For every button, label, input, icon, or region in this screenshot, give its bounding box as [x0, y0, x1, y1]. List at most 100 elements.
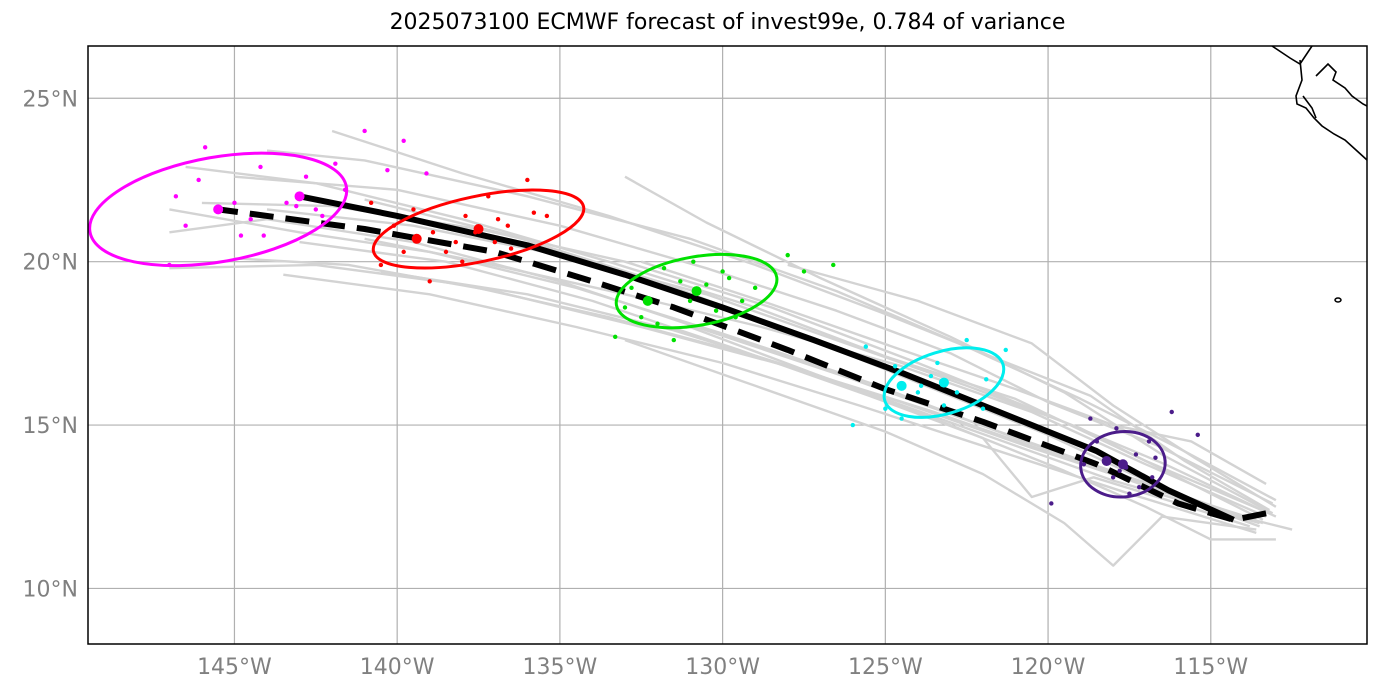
cluster-red	[368, 177, 586, 284]
x-tick-label: 115°W	[1173, 655, 1248, 680]
member-position	[196, 177, 201, 183]
member-position	[248, 216, 253, 222]
uncertainty-ellipse	[371, 188, 586, 270]
member-position	[1146, 439, 1152, 444]
member-position	[173, 194, 179, 199]
member-position	[622, 305, 628, 310]
x-tick-label: 120°W	[1011, 655, 1086, 680]
member-position	[655, 321, 660, 326]
cluster-groups	[88, 128, 1200, 506]
member-position	[492, 239, 498, 245]
member-position	[303, 174, 309, 179]
member-position	[941, 403, 947, 408]
control-track	[217, 206, 1267, 523]
member-position	[525, 177, 530, 183]
y-tick-label: 25°N	[23, 87, 78, 112]
uncertainty-ellipse	[1079, 430, 1167, 499]
member-position	[313, 207, 319, 212]
cluster-center	[213, 204, 224, 215]
member-position	[915, 390, 921, 395]
x-tick-label: 130°W	[685, 655, 760, 680]
member-position	[752, 285, 758, 291]
member-position	[892, 364, 898, 369]
cluster-magenta	[88, 128, 429, 268]
member-position	[232, 200, 237, 206]
member-position	[613, 334, 618, 340]
cluster-green	[613, 252, 836, 343]
member-position	[899, 416, 904, 421]
baja-coastline	[1271, 46, 1367, 161]
y-tick-label: 20°N	[23, 251, 78, 276]
cluster-mean	[642, 295, 653, 306]
member-position	[261, 233, 266, 238]
y-tick-label: 10°N	[23, 577, 78, 602]
member-position	[294, 203, 299, 209]
member-position	[463, 213, 468, 219]
member-position	[720, 269, 725, 274]
gridlines	[88, 46, 1367, 644]
member-position	[424, 171, 429, 176]
ensemble-track	[380, 270, 1260, 525]
member-position	[320, 213, 325, 219]
member-position	[453, 239, 458, 245]
member-position	[401, 138, 406, 143]
plot-frame	[87, 45, 1368, 645]
member-position	[1110, 475, 1116, 480]
member-position	[1117, 468, 1122, 474]
member-position	[430, 230, 436, 235]
member-position	[1114, 426, 1119, 431]
member-position	[726, 275, 732, 281]
member-position	[935, 360, 940, 366]
cluster-purple	[1049, 409, 1200, 506]
ensemble-track	[624, 338, 1257, 567]
uncertainty-ellipse	[88, 151, 349, 268]
member-position	[928, 373, 934, 379]
y-axis: 10°N 15°N 20°N 25°N	[23, 87, 78, 602]
member-position	[639, 315, 644, 320]
member-position	[362, 128, 367, 134]
member-position	[427, 279, 432, 284]
member-position	[918, 383, 924, 389]
member-position	[954, 390, 960, 395]
member-position	[495, 216, 501, 222]
member-position	[1081, 462, 1087, 467]
member-position	[411, 207, 416, 212]
member-position	[1003, 347, 1008, 353]
cluster-mean	[1101, 456, 1112, 467]
member-position	[183, 223, 188, 228]
member-position	[368, 200, 374, 206]
member-position	[378, 262, 384, 268]
member-position	[202, 145, 208, 150]
member-position	[831, 262, 836, 268]
member-position	[629, 285, 634, 291]
cluster-mean	[896, 380, 907, 391]
member-position	[1133, 452, 1139, 457]
member-position	[850, 422, 855, 428]
member-position	[713, 308, 719, 313]
chart-title: 2025073100 ECMWF forecast of invest99e, …	[389, 10, 1066, 35]
member-position	[1049, 501, 1054, 506]
member-position	[284, 200, 289, 206]
member-position	[1195, 432, 1200, 438]
member-position	[531, 210, 537, 215]
ensemble-track	[787, 263, 1277, 508]
member-position	[883, 406, 888, 411]
member-position	[385, 167, 390, 173]
ensemble-track	[624, 175, 1274, 515]
cluster-center	[938, 377, 949, 388]
x-axis: 145°W 140°W 135°W 130°W 125°W 120°W 115°W	[197, 655, 1248, 680]
member-position	[964, 337, 969, 343]
x-tick-label: 125°W	[848, 655, 923, 680]
member-position	[401, 249, 406, 255]
uncertainty-ellipse	[882, 346, 1006, 419]
member-position	[1169, 409, 1174, 415]
member-position	[671, 337, 677, 343]
member-position	[1150, 475, 1155, 480]
y-tick-label: 15°N	[23, 414, 78, 439]
member-position	[863, 344, 869, 349]
cluster-mean	[294, 191, 305, 202]
member-position	[1136, 484, 1142, 490]
member-position	[443, 249, 449, 255]
ensemble-track	[689, 325, 1276, 541]
member-position	[691, 259, 696, 264]
